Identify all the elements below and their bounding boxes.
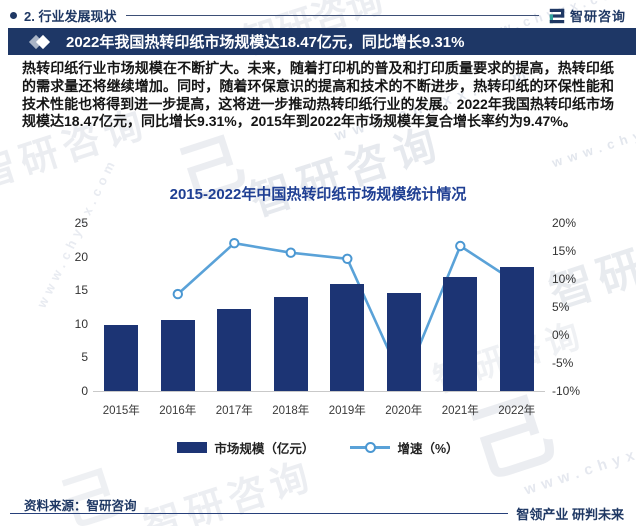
chart-legend: 市场规模（亿元） 增速（%） (0, 438, 636, 457)
brand-tagline: 智领产业 研判未来 (516, 507, 624, 522)
legend-bar-swatch (177, 442, 208, 453)
x-axis-label: 2016年 (159, 405, 197, 417)
left-axis-tick: 10 (74, 316, 88, 331)
x-axis-label: 2022年 (498, 405, 536, 417)
footer-divider (10, 513, 508, 514)
bar-2015年 (104, 325, 139, 391)
brand-logo-text: 智研咨询 (569, 9, 626, 24)
left-axis-tick: 5 (81, 350, 88, 365)
brand-logo: 智研咨询 (549, 6, 626, 25)
source-note: 资料来源：智研咨询 (24, 499, 137, 513)
right-axis-tick: 20% (552, 216, 577, 230)
headline-banner: 2022年我国热转印纸市场规模达18.47亿元，同比增长9.31% (8, 28, 636, 55)
brand-logo-icon (549, 8, 565, 23)
right-axis-tick: -10% (552, 384, 581, 398)
left-axis-tick: 15 (74, 283, 88, 298)
left-axis-tick: 25 (74, 216, 88, 230)
diamond-icon (28, 34, 55, 49)
right-axis-tick: -5% (552, 356, 574, 370)
legend-item-line: 增速（%） (350, 438, 459, 457)
bar-2020年 (386, 293, 421, 391)
right-axis-tick: 15% (552, 244, 577, 258)
x-axis-label: 2018年 (272, 405, 310, 417)
page-header: 2. 行业发展现状 智研咨询 (10, 6, 626, 25)
legend-item-bar: 市场规模（亿元） (177, 438, 314, 457)
bar-2022年 (499, 266, 534, 391)
x-axis-label: 2015年 (102, 405, 140, 417)
line-marker (229, 238, 240, 249)
x-axis-label: 2021年 (441, 405, 479, 417)
right-axis-tick: 5% (552, 300, 570, 314)
x-axis-label: 2020年 (385, 405, 423, 417)
right-axis-tick: 0% (552, 328, 570, 342)
legend-line-swatch (350, 442, 391, 453)
plot-area (93, 223, 545, 392)
bar-2018年 (273, 296, 308, 391)
legend-bar-label: 市场规模（亿元） (214, 442, 315, 456)
left-axis-tick: 0 (81, 384, 88, 398)
bar-2019年 (330, 283, 365, 391)
line-marker (455, 240, 466, 252)
line-marker (172, 288, 184, 300)
watermark-url: www.chyxx.com (522, 422, 636, 499)
section-title: 2. 行业发展现状 (24, 9, 117, 24)
left-axis-tick: 20 (74, 249, 88, 264)
line-marker (342, 253, 353, 264)
legend-line-label: 增速（%） (397, 442, 459, 456)
header-rule (126, 15, 539, 16)
bar-2016年 (160, 320, 195, 391)
bar-2021年 (443, 277, 478, 391)
x-axis-label: 2019年 (328, 405, 366, 417)
line-marker (285, 247, 297, 258)
body-paragraph: 热转印纸行业市场规模在不断扩大。未来，随着打印机的普及和打印质量要求的提高，热转… (22, 60, 614, 130)
right-axis-tick: 10% (552, 272, 577, 286)
bar-2017年 (217, 308, 252, 391)
bullet-icon (10, 12, 17, 19)
x-axis-label: 2017年 (215, 405, 253, 417)
chart-title: 2015-2022年中国热转印纸市场规模统计情况 (169, 186, 467, 203)
headline-text: 2022年我国热转印纸市场规模达18.47亿元，同比增长9.31% (66, 34, 465, 51)
